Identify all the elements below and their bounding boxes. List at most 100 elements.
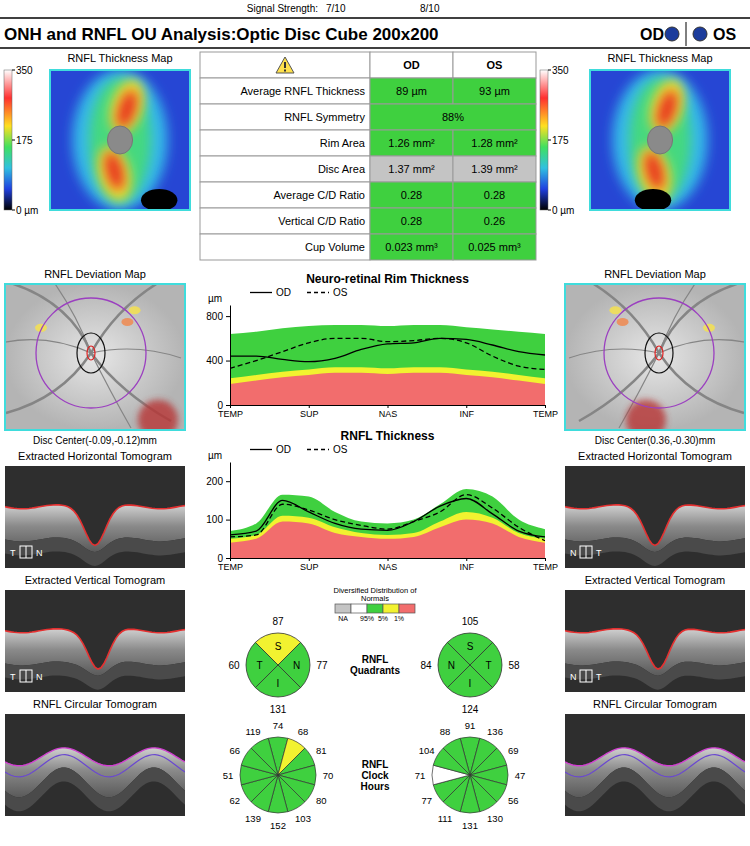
deviation-patch [617, 318, 629, 326]
table-cell [453, 208, 536, 234]
tick-mark [388, 405, 389, 408]
orientation-mark [26, 546, 27, 558]
colorbar-label: 175 [552, 135, 569, 146]
x-tick: TEMP [533, 405, 558, 419]
disc-margin [77, 333, 105, 373]
clock-sector [443, 738, 470, 775]
map-title: RNFL Thickness Map [607, 52, 712, 64]
table-cell [370, 156, 453, 182]
disc-center: Disc Center(-0.09,-0.12)mm [33, 435, 157, 446]
legend-label: OD [276, 444, 291, 455]
tick-label: INF [460, 562, 475, 572]
tick-label: INF [460, 409, 475, 419]
tick-mark [226, 520, 230, 521]
sector-value: 70 [323, 770, 334, 781]
fundus-background [565, 284, 745, 430]
table-cell [453, 182, 536, 208]
colorbar-label: 350 [552, 65, 569, 76]
tick-mark [226, 558, 230, 559]
colorbar-tick [548, 70, 551, 71]
plot-area [230, 489, 545, 558]
orientation-label: T [10, 672, 16, 682]
y-tick: 800 [206, 311, 230, 322]
normal-band [230, 512, 545, 558]
vessel [51, 284, 91, 353]
text-line: RNFL [362, 759, 389, 770]
map-title: RNFL Deviation Map [44, 268, 146, 280]
legend-label: NA [338, 615, 348, 622]
quadrant-sector [246, 642, 278, 687]
sector-value: 77 [316, 660, 328, 671]
sector-value: 80 [316, 795, 327, 806]
deviation-patch [129, 306, 141, 314]
legend-swatch [351, 604, 367, 613]
orientation-label: T [596, 672, 602, 682]
thickness-region [72, 70, 167, 210]
scan-shadow [141, 189, 177, 210]
axis-title: µm [208, 293, 222, 304]
legend-swatch [335, 604, 351, 613]
sector-value: 130 [487, 813, 503, 824]
eye-label: OS [713, 26, 736, 43]
legend-swatch [250, 292, 272, 293]
table-cell [200, 78, 370, 104]
axis-title: µm [208, 450, 222, 461]
x-tick: NAS [379, 558, 398, 572]
sector-value: 87 [272, 616, 284, 627]
series-line [230, 498, 545, 536]
eye-label: OD [640, 26, 664, 43]
x-tick: NAS [379, 405, 398, 419]
orientation-mark [586, 670, 587, 682]
sector-value: 77 [421, 795, 432, 806]
sector-letter: T [256, 660, 262, 671]
sector-letter: N [448, 660, 455, 671]
legend-label: OD [276, 287, 291, 298]
vessel [589, 284, 659, 353]
tomogram [565, 714, 745, 816]
tomogram-title: Extracted Vertical Tomogram [585, 574, 725, 586]
tick-label: TEMP [533, 409, 558, 419]
sector-letter: N [293, 660, 300, 671]
legend-swatch [307, 449, 329, 450]
tick-mark [226, 405, 230, 406]
x-tick: TEMP [218, 558, 243, 572]
orientation-box [20, 670, 32, 682]
table-cell [453, 78, 536, 104]
x-tick: TEMP [533, 558, 558, 572]
colorbar [540, 70, 548, 210]
legend-title: Diversified Distribution ofNormals [334, 586, 418, 603]
cell-value: 1.26 mm² [388, 137, 435, 149]
sector-value: 69 [508, 745, 519, 756]
cup-margin [87, 346, 95, 360]
colorbar-label: 0 µm [552, 205, 574, 216]
text-line: Normals [361, 594, 389, 603]
colorbar-tick [548, 210, 551, 211]
sector-value: 88 [440, 726, 451, 737]
deviation-map [565, 284, 745, 430]
legend-swatch [250, 449, 272, 450]
tomogram-background [565, 466, 745, 568]
deviation-patch [121, 318, 133, 326]
vessel [659, 284, 699, 353]
separator [686, 22, 687, 46]
map-border [565, 284, 745, 430]
sector-value: 56 [508, 795, 519, 806]
table-cell [453, 156, 536, 182]
sector-value: 71 [415, 770, 426, 781]
sector-value: 124 [462, 704, 479, 715]
sector-value: 105 [462, 616, 479, 627]
sector-value: 111 [438, 813, 452, 824]
eye-dot [665, 27, 679, 41]
colorbar-tick [12, 70, 15, 71]
row-label: RNFL Symmetry [284, 111, 365, 123]
tomogram-background [5, 590, 185, 692]
colorbar-label: 175 [16, 135, 33, 146]
tick-label: SUP [300, 409, 319, 419]
cell-value: 0.28 [401, 215, 422, 227]
y-tick: 100 [206, 514, 230, 525]
x-tick: TEMP [218, 405, 243, 419]
table-cell [200, 52, 370, 78]
map-title: RNFL Thickness Map [67, 52, 172, 64]
tomogram-title: Extracted Horizontal Tomogram [578, 450, 732, 462]
sector-value: 51 [223, 770, 234, 781]
